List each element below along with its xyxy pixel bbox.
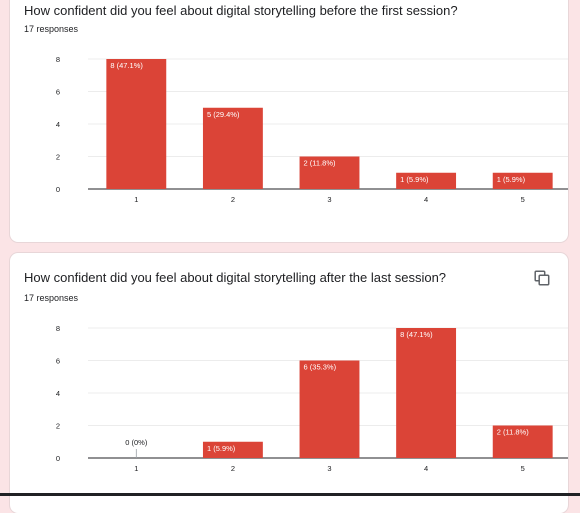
x-tick-label: 1 [134, 464, 138, 473]
question-title: How confident did you feel about digital… [24, 270, 447, 285]
bar[interactable] [106, 59, 167, 189]
x-tick-label: 4 [424, 195, 428, 204]
response-count: 17 responses [24, 293, 79, 303]
window-bottom-edge [0, 493, 580, 496]
bar[interactable] [492, 425, 553, 459]
response-count: 17 responses [24, 24, 79, 34]
y-tick-label: 6 [56, 88, 60, 97]
data-label: 8 (47.1%) [110, 61, 143, 70]
bar-chart-after: 0 2 4 6 8 0 (0%) 1 1 (5.9%) 2 6 (35.3%) 3 8 (47.1%)… [56, 324, 568, 473]
y-tick-label: 0 [56, 454, 60, 463]
data-label: 1 (5.9%) [400, 175, 429, 184]
x-tick-label: 2 [231, 195, 235, 204]
data-label: 6 (35.3%) [304, 363, 337, 372]
data-label: 5 (29.4%) [207, 110, 240, 119]
bar[interactable] [396, 172, 457, 189]
x-tick-label: 5 [521, 195, 525, 204]
y-tick-label: 4 [56, 120, 60, 129]
data-label: 0 (0%) [125, 438, 148, 447]
bar-chart-before: 0 2 4 6 8 8 (47.1%) 1 5 (29.4%) 2 2 (11.8%) 3 1 (5.… [56, 55, 568, 204]
data-label: 2 (11.8%) [304, 159, 336, 168]
data-label: 1 (5.9%) [207, 444, 236, 453]
x-tick-label: 3 [327, 195, 331, 204]
bar[interactable] [492, 172, 553, 189]
data-label: 1 (5.9%) [497, 175, 526, 184]
bar[interactable] [299, 360, 360, 459]
y-tick-label: 2 [56, 153, 60, 162]
data-label: 2 (11.8%) [497, 428, 529, 437]
y-tick-label: 4 [56, 389, 60, 398]
bar[interactable] [299, 156, 360, 190]
question-card-before: How confident did you feel about digital… [10, 0, 568, 242]
y-tick-label: 0 [56, 185, 60, 194]
data-label: 8 (47.1%) [400, 330, 433, 339]
x-tick-label: 4 [424, 464, 428, 473]
x-tick-label: 2 [231, 464, 235, 473]
y-tick-label: 2 [56, 422, 60, 431]
question-title: How confident did you feel about digital… [24, 3, 458, 18]
bar[interactable] [202, 441, 263, 458]
x-tick-label: 1 [134, 195, 138, 204]
bar[interactable] [202, 107, 263, 189]
x-tick-label: 5 [521, 464, 525, 473]
x-tick-label: 3 [327, 464, 331, 473]
question-card-after: How confident did you feel about digital… [10, 253, 568, 513]
y-tick-label: 8 [56, 324, 60, 333]
copy-chart-icon[interactable] [534, 270, 550, 286]
y-tick-label: 8 [56, 55, 60, 64]
bar[interactable] [396, 328, 457, 458]
y-tick-label: 6 [56, 357, 60, 366]
